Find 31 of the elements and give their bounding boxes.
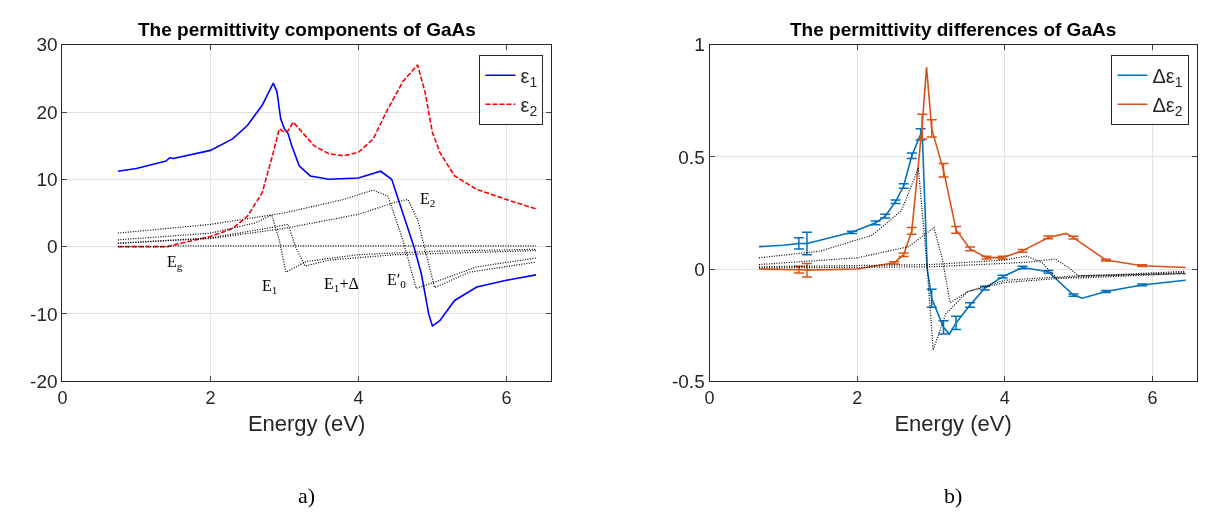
y-tick-label: 30 bbox=[36, 34, 58, 56]
x-tick-label: 4 bbox=[999, 387, 1010, 408]
legend-label: Δε$_{1}$ bbox=[1152, 65, 1183, 91]
text: a) bbox=[298, 483, 316, 508]
y-tick-label: -0.5 bbox=[671, 370, 705, 392]
text: b) bbox=[944, 483, 963, 508]
legend-label: Δε$_{2}$ bbox=[1152, 94, 1183, 120]
annotation: E$_{2}$ bbox=[420, 190, 436, 210]
annotation: E′$_{0}$ bbox=[387, 271, 407, 291]
y-tick-label: -20 bbox=[30, 370, 58, 392]
x-tick-label: 6 bbox=[1147, 387, 1158, 408]
y-tick-label: 0.5 bbox=[678, 146, 705, 168]
x-axis-title: Energy (eV) bbox=[894, 410, 1012, 436]
chart-title: The permittivity differences of GaAs bbox=[790, 19, 1117, 40]
annotation: E$_{1}$+Δ bbox=[324, 275, 359, 295]
y-tick-label: 1 bbox=[694, 34, 705, 56]
chart-title: The permittivity components of GaAs bbox=[138, 19, 476, 40]
annotation: E$_{g}$ bbox=[167, 253, 183, 273]
x-axis-title: Energy (eV) bbox=[247, 410, 366, 436]
legend-label: ε$_{1}$ bbox=[520, 65, 538, 91]
legend-label: ε$_{2}$ bbox=[520, 94, 538, 120]
x-tick-label: 2 bbox=[205, 387, 216, 408]
y-tick-label: 0 bbox=[694, 258, 705, 280]
y-tick-label: 20 bbox=[36, 101, 58, 123]
y-tick-label: 0 bbox=[47, 236, 58, 258]
x-tick-label: 6 bbox=[501, 387, 512, 408]
y-tick-label: 10 bbox=[36, 168, 58, 190]
x-tick-label: 2 bbox=[852, 387, 863, 408]
annotation: E$_{1}$ bbox=[262, 277, 278, 297]
y-tick-label: -10 bbox=[30, 303, 58, 325]
x-tick-label: 4 bbox=[353, 387, 364, 408]
